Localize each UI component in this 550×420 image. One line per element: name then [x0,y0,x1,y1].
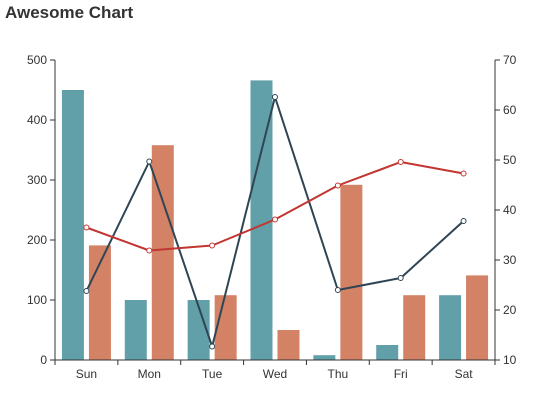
bar-series-0 [439,295,462,360]
line-point-series-3 [460,170,467,177]
x-axis-tick-label: Mon [138,367,161,381]
x-axis-tick-label: Sun [76,367,97,381]
y-axis-right-tick-label: 10 [503,353,517,367]
y-axis-right-tick-label: 20 [503,303,517,317]
bar-series-0 [250,80,273,361]
line-point-series-2 [334,287,341,293]
y-axis-right-tick-label: 70 [503,53,517,67]
x-axis-tick-label: Wed [263,367,287,381]
line-point-series-2 [146,158,153,165]
y-axis-left-tick-label: 500 [27,53,47,67]
y-axis-left-tick-label: 200 [27,233,47,247]
chart-title: Awesome Chart [5,3,134,22]
bar-series-1 [214,295,237,360]
line-point-series-2 [83,288,90,294]
line-point-series-2 [460,218,467,224]
line-point-series-3 [397,159,404,165]
y-axis-right-tick-label: 40 [503,203,517,217]
bar-series-1 [466,275,489,360]
bar-series-0 [313,355,336,360]
line-point-series-3 [83,224,90,231]
y-axis-left-tick-label: 400 [27,113,47,127]
bar-series-0 [187,300,210,360]
bar-series-1 [151,145,174,360]
y-axis-right-tick-label: 30 [503,253,517,267]
line-point-series-3 [209,242,216,249]
line-point-series-3 [146,247,153,254]
bar-series-1 [340,184,363,360]
x-axis-tick-label: Tue [202,367,223,381]
bar-series-0 [376,345,399,360]
x-axis-tick-label: Fri [394,367,408,381]
bar-series-1 [277,330,300,360]
bar-series-1 [403,295,426,360]
x-axis-tick-label: Thu [328,367,349,381]
y-axis-left-tick-label: 0 [40,353,47,367]
line-point-series-2 [209,343,216,350]
y-axis-right-tick-label: 50 [503,153,517,167]
y-axis-left-tick-label: 100 [27,293,47,307]
line-point-series-2 [272,94,278,100]
bar-series-0 [124,300,147,360]
line-point-series-3 [272,216,278,223]
line-point-series-2 [397,275,404,281]
y-axis-right-tick-label: 60 [503,103,517,117]
x-axis-tick-label: Sat [455,367,474,381]
line-point-series-3 [334,182,341,189]
bar-series-0 [61,90,84,360]
y-axis-left-tick-label: 300 [27,173,47,187]
